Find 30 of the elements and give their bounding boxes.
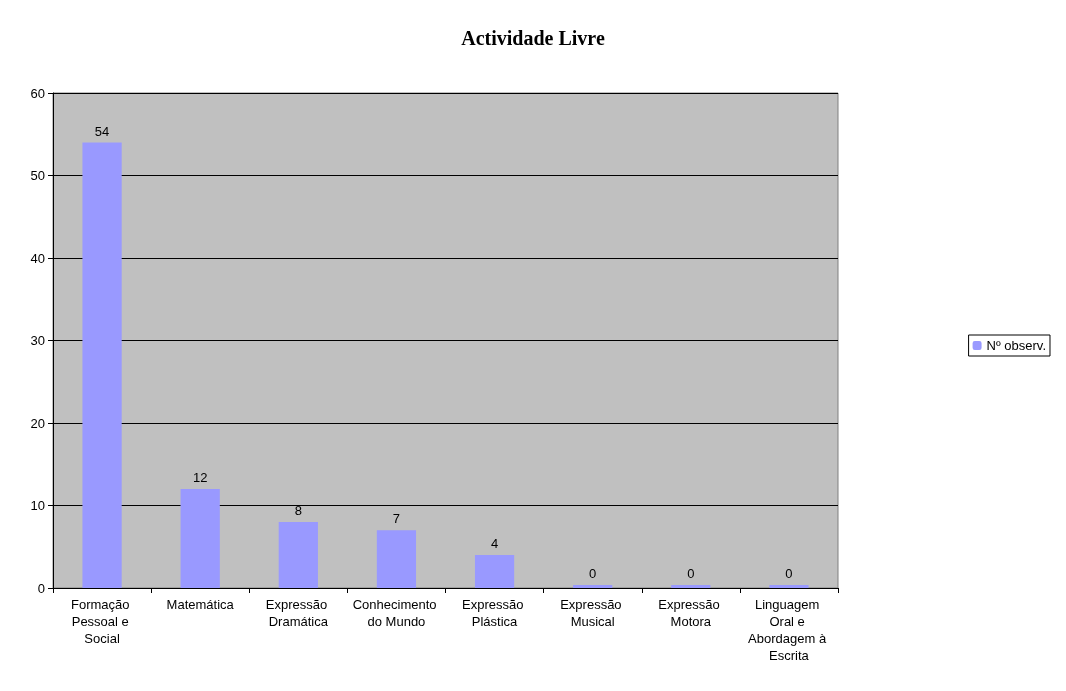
data-label: 4 (490, 536, 499, 551)
y-tick-label: 60 (30, 85, 45, 101)
data-label: 0 (687, 566, 695, 581)
bar (376, 530, 417, 588)
y-tick-label: 40 (30, 250, 45, 266)
data-label: 54 (94, 123, 110, 139)
data-label: 0 (589, 566, 597, 581)
x-tick-label: Expressão Plástica (462, 597, 528, 629)
bar (278, 522, 318, 588)
x-tick-label: Linguagem Oral e Abordagem à Escrita (748, 597, 830, 663)
legend-label: Nº observ. (986, 338, 1047, 353)
bar (180, 489, 220, 588)
bar (474, 555, 515, 588)
y-tick-label: 10 (30, 498, 45, 513)
x-tick-label: Formação Pessoal e Social (70, 597, 134, 646)
y-tick-label: 20 (30, 415, 45, 431)
x-tick-label: Expressão Dramática (265, 597, 331, 629)
data-label: 0 (785, 566, 793, 581)
y-tick-label: 0 (37, 580, 45, 596)
x-tick-label: Expressão Motora (658, 597, 724, 629)
y-tick-label: 30 (30, 333, 45, 348)
bar (82, 142, 122, 588)
x-tick-label: Conhecimento do Mundo (352, 597, 441, 629)
x-tick-label: Matemática (166, 597, 235, 612)
data-label: 7 (392, 511, 401, 527)
chart-title: Actividade Livre (461, 27, 605, 49)
data-label: 12 (192, 470, 208, 485)
x-tick-label: Expressão Musical (560, 597, 626, 629)
y-tick-label: 50 (30, 168, 45, 183)
data-label: 8 (294, 503, 302, 518)
